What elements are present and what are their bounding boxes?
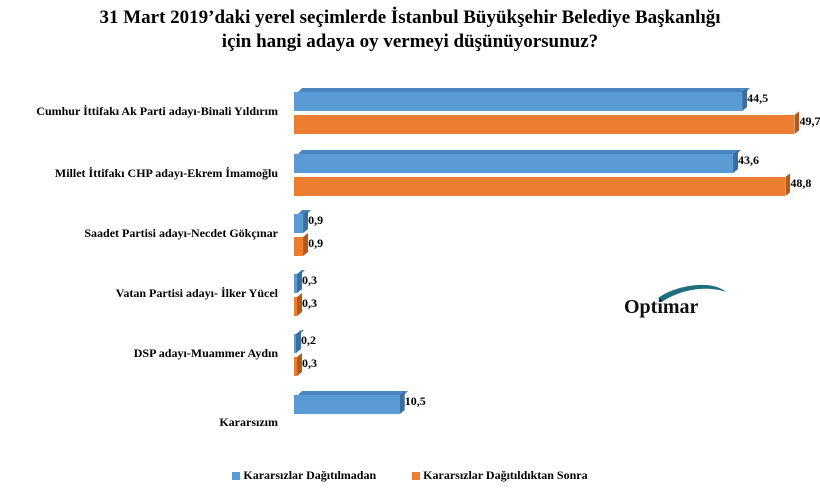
bar-after — [294, 111, 799, 134]
chart-title: 31 Mart 2019’daki yerel seçimlerde İstan… — [0, 6, 820, 54]
legend-label: Kararsızlar Dağıtılmadan — [243, 468, 377, 482]
logo-text: Optimar — [624, 296, 699, 318]
data-label: 0,3 — [302, 273, 318, 287]
data-label: 0,2 — [301, 333, 316, 347]
bar-after — [294, 293, 302, 316]
chart-title-line-2: için hangi adaya oy vermeyi düşünüyorsun… — [221, 31, 599, 52]
logo-swoosh-icon — [658, 284, 726, 302]
data-label: 49,7 — [799, 114, 820, 128]
data-label: 0,9 — [308, 236, 324, 250]
data-label: 0,3 — [302, 296, 318, 310]
chart-legend: Kararsızlar Dağıtılmadan Kararsızlar Dağ… — [0, 468, 820, 483]
category-label: Vatan Partisi adayı- İlker Yücel — [115, 286, 278, 300]
data-label: 43,6 — [738, 153, 760, 167]
data-label: 10,5 — [404, 394, 426, 408]
legend-item-series-2: Kararsızlar Dağıtıldıktan Sonra — [412, 468, 588, 483]
data-label: 0,3 — [302, 356, 318, 370]
data-label: 48,8 — [790, 176, 812, 190]
bar-before — [294, 330, 304, 353]
chart-title-line-1: 31 Mart 2019’daki yerel seçimlerde İstan… — [99, 7, 721, 28]
legend-item-series-1: Kararsızlar Dağıtılmadan — [232, 468, 376, 483]
legend-label: Kararsızlar Dağıtıldıktan Sonra — [423, 468, 588, 482]
optimar-logo: Optimar — [618, 282, 728, 322]
bar-after — [294, 233, 308, 256]
bar-before — [294, 88, 751, 111]
bar-after — [294, 353, 302, 376]
bar-before — [294, 391, 408, 414]
category-label: Kararsızım — [219, 415, 278, 429]
bar-after — [294, 173, 790, 196]
category-label: Cumhur İttifakı Ak Parti adayı-Binali Yı… — [36, 104, 278, 118]
category-label: Millet İttifakı CHP adayı-Ekrem İmamoğlu — [54, 166, 278, 180]
legend-swatch-blue — [232, 471, 241, 480]
bar-before — [294, 150, 742, 173]
data-label: 44,5 — [747, 91, 769, 105]
category-label: DSP adayı-Muammer Aydın — [133, 346, 278, 360]
bar-before — [294, 210, 312, 233]
category-label: Saadet Partisi adayı-Necdet Gökçınar — [84, 226, 278, 240]
data-label: 0,9 — [308, 213, 324, 227]
legend-swatch-orange — [412, 471, 421, 480]
bar-before — [294, 270, 306, 293]
